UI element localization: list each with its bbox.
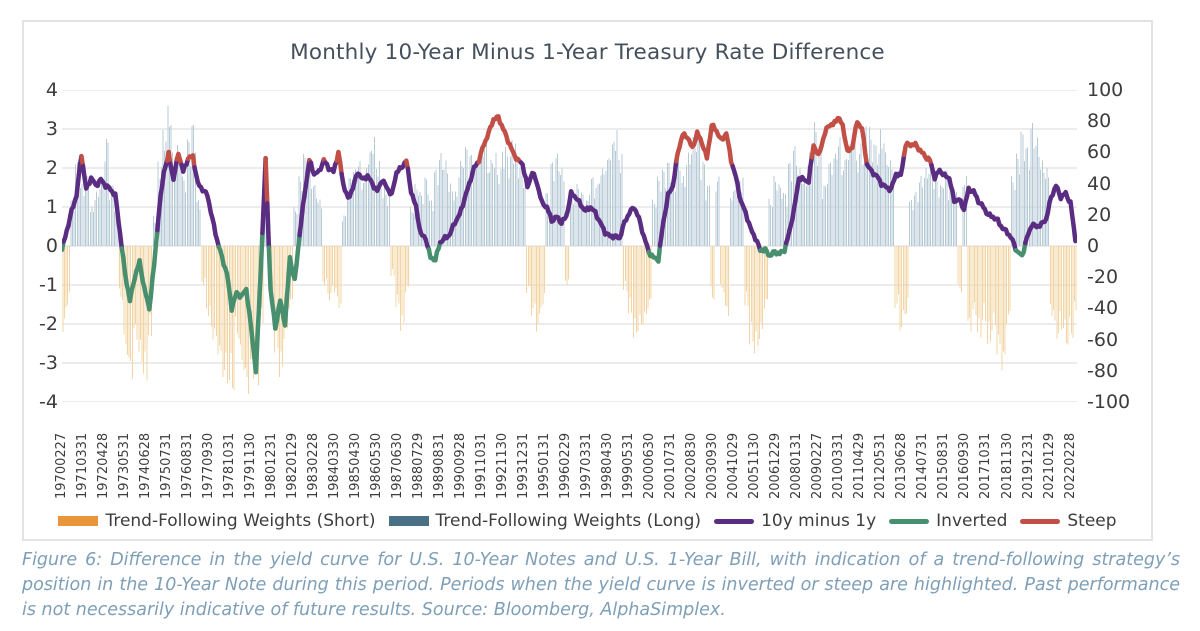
x-axis-tick: 19750731 [159, 432, 175, 499]
y-axis-tick-right: 60 [1087, 141, 1112, 164]
y-axis-tick-right: -100 [1087, 391, 1131, 413]
weight-bars [62, 105, 1077, 395]
y-axis-tick-left: -2 [39, 313, 58, 335]
legend-item-inverted: Inverted [889, 511, 1007, 531]
legend-item-short-weights: Trend-Following Weights (Short) [58, 511, 376, 531]
y-axis-tick-left: -1 [39, 274, 58, 296]
y-axis-tick-right: 100 [1087, 79, 1124, 101]
chart-panel: Monthly 10-Year Minus 1-Year Treasury Ra… [22, 20, 1153, 541]
x-axis-tick: 19770930 [201, 432, 217, 499]
x-axis-tick: 19870630 [390, 432, 406, 499]
x-axis-tick: 20220228 [1062, 432, 1078, 499]
y-axis-tick-left: 0 [45, 235, 58, 257]
x-axis-tick: 19990531 [621, 432, 637, 499]
x-axis-tick: 20160930 [957, 432, 973, 499]
legend-item-long-weights: Trend-Following Weights (Long) [388, 511, 702, 531]
y-axis-tick-right: 20 [1087, 203, 1112, 226]
chart-canvas [59, 89, 1078, 403]
x-axis-tick: 20140731 [915, 432, 931, 499]
short-weights-swatch [58, 516, 99, 526]
x-axis-tick: 19710331 [75, 432, 90, 499]
steep-swatch [1020, 518, 1061, 524]
y-axis-tick-right: 0 [1087, 235, 1100, 257]
x-axis-tick: 20191231 [1020, 432, 1036, 499]
y-axis-tick-right: -40 [1087, 297, 1119, 320]
legend-label: Steep [1067, 511, 1117, 531]
y-axis-tick-left: -4 [39, 391, 58, 413]
x-axis-tick: 20120531 [873, 432, 889, 499]
inverted-swatch [889, 518, 930, 524]
x-axis-tick: 19760831 [180, 432, 196, 499]
x-axis-tick: 20010731 [663, 432, 679, 499]
x-axis-tick: 20000630 [642, 432, 658, 499]
x-axis-tick: 20110429 [852, 432, 868, 499]
y-axis-tick-right: -20 [1087, 266, 1119, 289]
y-axis-tick-right: 80 [1087, 110, 1112, 133]
x-axis-tick: 19890831 [432, 432, 448, 499]
x-axis-tick: 19801231 [264, 432, 280, 499]
x-axis-tick: 20171031 [978, 432, 994, 499]
figure-caption: Figure 6: Difference in the yield curve … [22, 550, 1180, 620]
x-axis-tick: 20051130 [747, 432, 763, 499]
x-axis-tick: 19900928 [453, 432, 469, 499]
x-axis-tick: 19730531 [117, 432, 133, 499]
y-axis-tick-left: 1 [45, 196, 58, 218]
x-axis-tick: 19931231 [516, 432, 532, 499]
x-axis-tick: 20090227 [810, 432, 826, 499]
x-axis-tick: 19970331 [579, 432, 595, 499]
legend-label: Trend-Following Weights (Short) [105, 511, 376, 531]
x-axis-tick: 20210129 [1041, 432, 1057, 499]
x-axis-tick: 20030930 [705, 432, 721, 499]
x-axis-tick: 19880729 [411, 432, 427, 499]
x-axis-tick: 19911031 [474, 432, 490, 499]
y-axis-tick-right: -80 [1087, 359, 1119, 382]
x-axis-tick: 19700227 [54, 432, 69, 499]
x-axis-tick: 19860530 [369, 432, 385, 499]
spread-line-swatch [714, 518, 755, 524]
y-axis-tick-left: 2 [45, 157, 58, 179]
x-axis-tick: 19840330 [327, 432, 343, 499]
x-axis-tick: 20130628 [894, 432, 910, 499]
x-axis-tick: 20181130 [999, 432, 1015, 499]
y-axis-tick-left: 4 [45, 79, 58, 101]
legend-label: Trend-Following Weights (Long) [435, 511, 702, 531]
spread-line [59, 114, 1078, 375]
y-axis-tick-right: 40 [1087, 172, 1112, 195]
x-axis-tick: 19791130 [243, 432, 259, 499]
x-axis-tick: 19950131 [537, 432, 553, 499]
x-axis-tick: 19820129 [285, 432, 301, 499]
x-axis-tick: 20041029 [726, 432, 742, 499]
x-axis-tick: 19720428 [96, 432, 112, 499]
x-axis-tick: 19740628 [138, 432, 154, 499]
legend-item-spread-line: 10y minus 1y [714, 511, 876, 531]
x-axis-tick: 20100331 [831, 432, 847, 499]
x-axis-tick: 19921130 [495, 432, 511, 499]
x-axis-tick: 19830228 [306, 432, 322, 499]
x-axis-tick: 20150831 [936, 432, 952, 499]
legend-item-steep: Steep [1020, 511, 1117, 531]
y-axis-tick-left: 3 [45, 118, 58, 140]
x-axis-tick: 20061229 [768, 432, 784, 499]
chart-title: Monthly 10-Year Minus 1-Year Treasury Ra… [290, 40, 885, 65]
x-axis-tick: 19850430 [348, 432, 364, 499]
x-axis-tick: 19980430 [600, 432, 616, 499]
x-axis-tick: 19960229 [558, 432, 574, 499]
y-axis-tick-right: -60 [1087, 328, 1119, 351]
x-axis-tick: 20080131 [789, 432, 805, 499]
x-axis-tick: 20020830 [684, 432, 700, 499]
plot-area [59, 89, 1078, 403]
legend-label: 10y minus 1y [761, 511, 877, 531]
y-axis-tick-left: -3 [39, 352, 58, 374]
long-weights-swatch [388, 516, 429, 526]
legend-label: Inverted [936, 511, 1008, 531]
legend: Trend-Following Weights (Short) Trend-Fo… [24, 511, 1151, 531]
x-axis-tick: 19781031 [222, 432, 238, 499]
